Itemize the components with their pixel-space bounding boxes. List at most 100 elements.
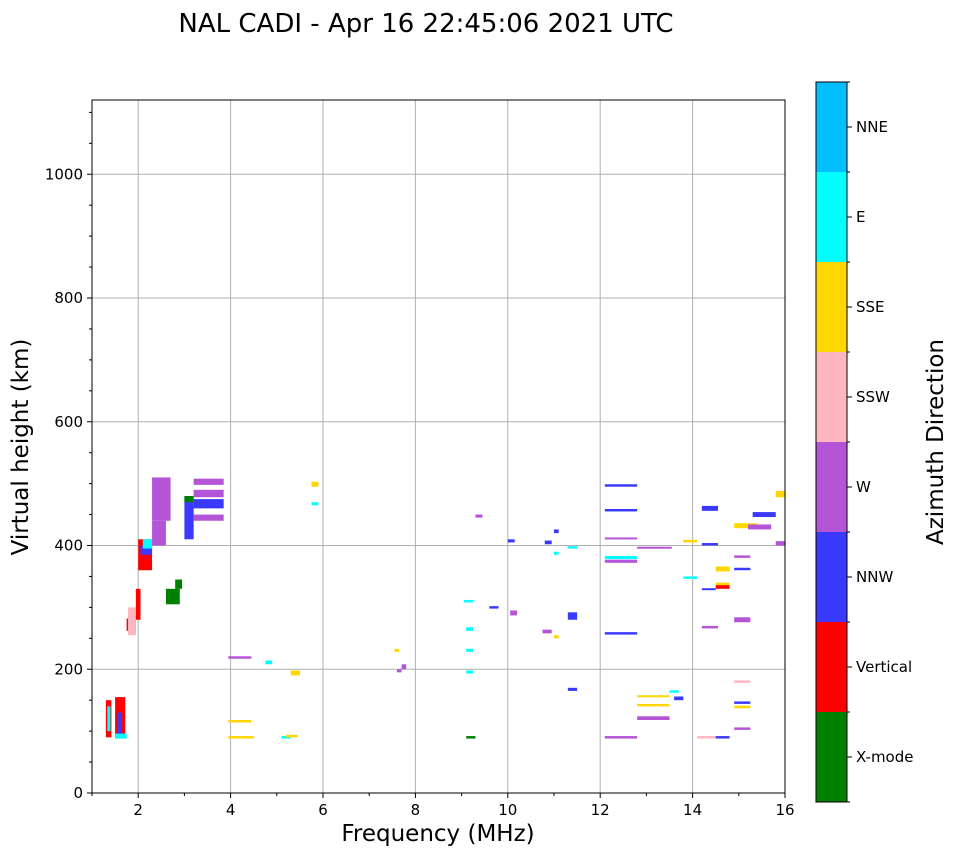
echo-sse [734,705,751,709]
echo-nnw [701,505,719,511]
echo-nnw [544,540,552,545]
echo-w [228,656,252,659]
echo-w [152,520,166,546]
chart-title: NAL CADI - Apr 16 22:45:06 2021 UTC [178,9,673,39]
colorbar-swatch [816,172,847,262]
y-axis: 0 200 400 600 800 1000 [45,111,92,802]
x-tick-label: 8 [411,801,421,819]
x-axis: 2 4 6 8 10 12 14 16 [91,793,795,819]
x-tick-label: 12 [591,801,610,819]
echo-nnw [184,496,194,540]
colorbar-swatch [816,352,847,442]
echo-nnw [567,612,578,620]
y-tick-label: 600 [54,413,83,431]
echo-w [193,478,224,485]
echo-nnw [567,687,578,691]
echo-sse [715,582,730,586]
colorbar-tick-label: SSW [856,388,890,406]
echo-sse [554,635,559,639]
echo-e [311,502,319,506]
echo-nnw [117,712,123,737]
echo-nnw [734,567,751,571]
echo-ssw [734,680,751,683]
echo-sse [394,648,400,652]
echo-sse [228,719,252,723]
echo-nnw [193,499,224,509]
echo-e [107,706,111,732]
echo-nnw [701,588,716,591]
echo-traces [105,477,785,739]
echo-w [542,629,552,634]
echo-w [604,537,638,540]
echo-w [748,524,772,530]
echo-nnw [674,696,684,701]
x-tick-label: 4 [226,801,236,819]
echo-vertical [135,588,141,620]
echo-e [142,539,153,549]
colorbar-tick-label: E [856,208,865,226]
echo-nnw [715,736,730,739]
echo-e [683,576,698,579]
x-tick-label: 10 [498,801,517,819]
y-tick-label: 200 [54,660,83,678]
echo-ssw [697,736,716,739]
echo-sse [775,491,785,498]
echo-w [396,669,402,673]
echo-w [152,477,171,521]
echo-w [637,546,672,549]
colorbar-tick-label: Vertical [856,658,912,676]
echo-e [466,670,474,674]
colorbar: X-mode Vertical NNW W SSW SSE E NNE [815,81,913,803]
echo-nnw [604,632,638,635]
colorbar-tick-label: W [856,478,871,496]
echo-e [466,627,474,631]
colorbar-tick-label: NNE [856,118,888,136]
x-tick-label: 16 [775,801,794,819]
colorbar-tick-label: SSE [856,298,885,316]
echo-vertical [715,585,730,589]
echo-x-mode [184,496,194,503]
echo-w [193,514,224,521]
echo-e [115,733,127,739]
echo-ssw [128,607,136,636]
echo-e [265,660,273,665]
echo-nnw [554,529,559,534]
colorbar-swatch [816,442,847,532]
echo-w [475,514,483,518]
echo-e [554,551,559,555]
echo-w [510,610,518,616]
echo-e [604,556,638,560]
echo-w [637,716,670,720]
echo-e [463,599,474,603]
colorbar-frame [815,81,848,803]
colorbar-swatch [816,82,847,172]
x-tick-label: 6 [318,801,328,819]
echo-w [734,727,751,730]
plot-background [92,100,785,793]
y-tick-label: 400 [54,537,83,555]
y-tick-label: 1000 [45,165,83,183]
echo-sse [637,695,670,698]
echo-sse [734,523,758,529]
echo-w [775,541,785,546]
echo-nnw [734,701,751,704]
y-axis-label: Virtual height (km) [8,339,34,556]
x-axis-label: Frequency (MHz) [341,821,534,847]
echo-nnw [752,512,776,518]
echo-nnw [701,543,719,546]
echo-x-mode [466,736,476,739]
echo-w [604,736,638,739]
echo-sse [286,734,298,738]
echo-w [604,559,638,563]
colorbar-label: Azimuth Direction [923,339,949,545]
echo-nnw [489,606,499,609]
echo-nnw [507,539,515,543]
grid-lines [92,100,786,794]
colorbar-tick-label: NNW [856,568,893,586]
echo-w [734,555,751,558]
echo-sse [715,566,730,572]
colorbar-tick-label: X-mode [856,748,913,766]
x-tick-label: 14 [683,801,702,819]
colorbar-swatch [816,712,847,802]
echo-nnw [604,508,638,512]
